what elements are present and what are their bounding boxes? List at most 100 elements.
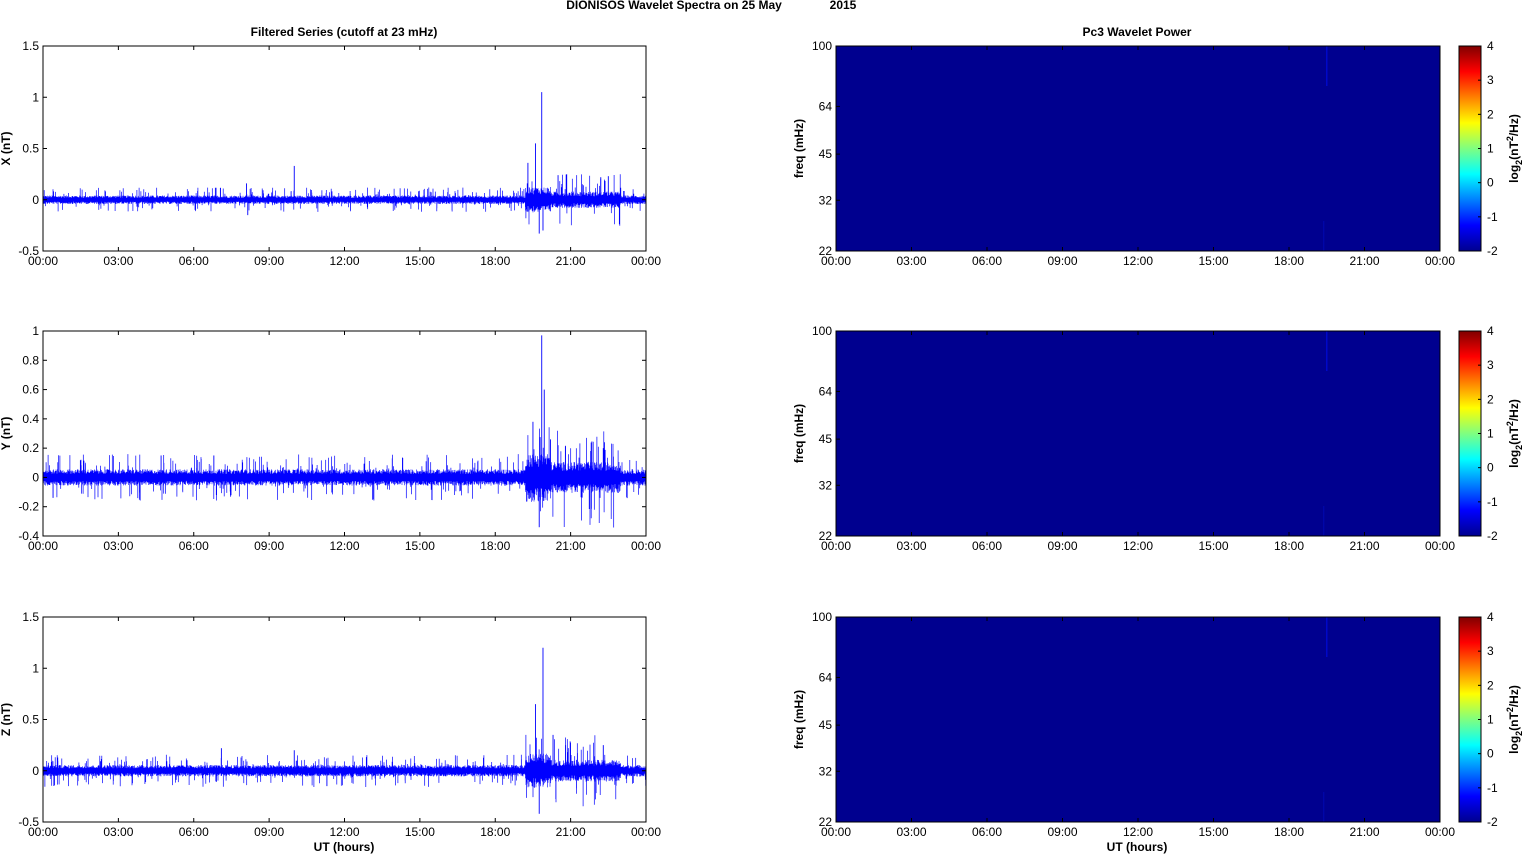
- wavelet-xtick-label: 15:00: [1198, 825, 1228, 839]
- colorbar-tick-label: 0: [1487, 176, 1494, 190]
- wavelet-xtick-label: 09:00: [1047, 825, 1077, 839]
- wavelet-ytick-label: 45: [819, 147, 833, 161]
- series-xtick-label: 00:00: [631, 539, 661, 553]
- wavelet-xtick-label: 00:00: [1425, 825, 1455, 839]
- colorbar-label: log2(nT2/Hz): [1505, 399, 1524, 468]
- wavelet-xtick-label: 21:00: [1349, 539, 1379, 553]
- wavelet-xtick-label: 21:00: [1349, 254, 1379, 268]
- series-ytick-label: 0.2: [22, 441, 39, 455]
- colorbar-tick-label: 4: [1487, 39, 1494, 53]
- colorbar-tick-label: 3: [1487, 358, 1494, 372]
- wavelet-xtick-label: 18:00: [1274, 539, 1304, 553]
- series-spikes: [43, 174, 645, 226]
- series-xtick-label: 03:00: [103, 825, 133, 839]
- colorbar-tick-label: 0: [1487, 461, 1494, 475]
- series-xtick-label: 06:00: [179, 825, 209, 839]
- series-ytick-label: 0.6: [22, 383, 39, 397]
- series-xtick-label: 12:00: [329, 539, 359, 553]
- series-xtick-label: 03:00: [103, 254, 133, 268]
- wavelet-ylabel: freq (mHz): [792, 404, 806, 463]
- series-ytick-label: 0: [32, 470, 39, 484]
- series-ytick-label: -0.4: [18, 529, 39, 543]
- wavelet-xtick-label: 09:00: [1047, 539, 1077, 553]
- series-ytick-label: 0: [32, 764, 39, 778]
- figure-title: DIONISOS Wavelet Spectra on 25 May: [566, 0, 782, 12]
- series-xtick-label: 00:00: [28, 825, 58, 839]
- colorbar: [1458, 45, 1482, 252]
- series-ytick-label: 0.8: [22, 353, 39, 367]
- series-ytick-label: 1: [32, 661, 39, 675]
- colorbar-tick-label: 2: [1487, 678, 1494, 692]
- series-xtick-label: 15:00: [405, 254, 435, 268]
- wavelet-xtick-label: 06:00: [972, 825, 1002, 839]
- wavelet-xtick-label: 03:00: [896, 254, 926, 268]
- series-xtick-label: 03:00: [103, 539, 133, 553]
- series-ytick-label: 1.5: [22, 39, 39, 53]
- series-xtick-label: 12:00: [329, 254, 359, 268]
- wavelet-xtick-label: 00:00: [821, 539, 851, 553]
- colorbar-tick-label: 3: [1487, 644, 1494, 658]
- wavelet-ytick-label: 32: [819, 764, 833, 778]
- wavelet-ytick-label: 22: [819, 244, 833, 258]
- series-plot-area: [43, 331, 646, 536]
- wavelet-ylabel: freq (mHz): [792, 690, 806, 749]
- series-ylabel: Z (nT): [0, 703, 13, 736]
- wavelet-xtick-label: 18:00: [1274, 825, 1304, 839]
- wavelet-xtick-label: 00:00: [1425, 539, 1455, 553]
- wavelet-power-field: [836, 331, 1440, 536]
- colorbar-tick-label: 1: [1487, 713, 1494, 727]
- wavelet-xtick-label: 12:00: [1123, 254, 1153, 268]
- wavelet-xtick-label: 09:00: [1047, 254, 1077, 268]
- series-xtick-label: 09:00: [254, 825, 284, 839]
- series-panel-z: -0.5 0 0.5 1 1.5 00:00 03:00 06:00 09:00 12:00 15:…: [0, 610, 661, 839]
- series-xtick-label: 15:00: [405, 825, 435, 839]
- colorbar-tick-label: 4: [1487, 324, 1494, 338]
- colorbar-tick-label: 3: [1487, 73, 1494, 87]
- series-xtick-label: 09:00: [254, 254, 284, 268]
- series-xtick-label: 21:00: [556, 825, 586, 839]
- left-xlabel: UT (hours): [314, 840, 375, 854]
- wavelet-xtick-label: 12:00: [1123, 825, 1153, 839]
- colorbar-tick-label: -2: [1487, 815, 1498, 829]
- series-ytick-label: 0: [32, 193, 39, 207]
- colorbar-tick-label: -1: [1487, 781, 1498, 795]
- wavelet-ytick-label: 45: [819, 432, 833, 446]
- right-xlabel: UT (hours): [1107, 840, 1168, 854]
- colorbar-tick-label: 1: [1487, 427, 1494, 441]
- series-xtick-label: 00:00: [28, 254, 58, 268]
- series-xtick-label: 21:00: [556, 254, 586, 268]
- wavelet-xtick-label: 00:00: [821, 825, 851, 839]
- wavelet-xtick-label: 00:00: [821, 254, 851, 268]
- colorbar: [1458, 616, 1482, 823]
- right-column-title: Pc3 Wavelet Power: [1083, 25, 1192, 39]
- wavelet-xtick-label: 18:00: [1274, 254, 1304, 268]
- wavelet-ytick-label: 22: [819, 529, 833, 543]
- series-ytick-label: -0.5: [18, 244, 39, 258]
- wavelet-xtick-label: 21:00: [1349, 825, 1379, 839]
- left-column-title: Filtered Series (cutoff at 23 mHz): [251, 25, 438, 39]
- series-xtick-label: 00:00: [631, 825, 661, 839]
- series-panel-y: -0.4 -0.2 0 0.2 0.4 0.6 0.8 1 00:00 03:00 06:00 09:…: [0, 324, 661, 553]
- series-xtick-label: 12:00: [329, 825, 359, 839]
- series-xtick-label: 18:00: [480, 539, 510, 553]
- series-ylabel: X (nT): [0, 132, 13, 166]
- series-ytick-label: 0.5: [22, 713, 39, 727]
- wavelet-xtick-label: 06:00: [972, 539, 1002, 553]
- figure-title-year: 2015: [830, 0, 857, 12]
- colorbar: [1458, 330, 1482, 537]
- series-spikes: [45, 427, 643, 528]
- series-ytick-label: -0.2: [18, 500, 39, 514]
- series-xtick-label: 18:00: [480, 254, 510, 268]
- series-xtick-label: 06:00: [179, 254, 209, 268]
- series-xtick-label: 09:00: [254, 539, 284, 553]
- wavelet-xtick-label: 15:00: [1198, 254, 1228, 268]
- wavelet-ytick-label: 100: [812, 324, 832, 338]
- series-xtick-label: 21:00: [556, 539, 586, 553]
- wavelet-ytick-label: 100: [812, 39, 832, 53]
- series-ytick-label: 0.5: [22, 142, 39, 156]
- wavelet-ytick-label: 32: [819, 193, 833, 207]
